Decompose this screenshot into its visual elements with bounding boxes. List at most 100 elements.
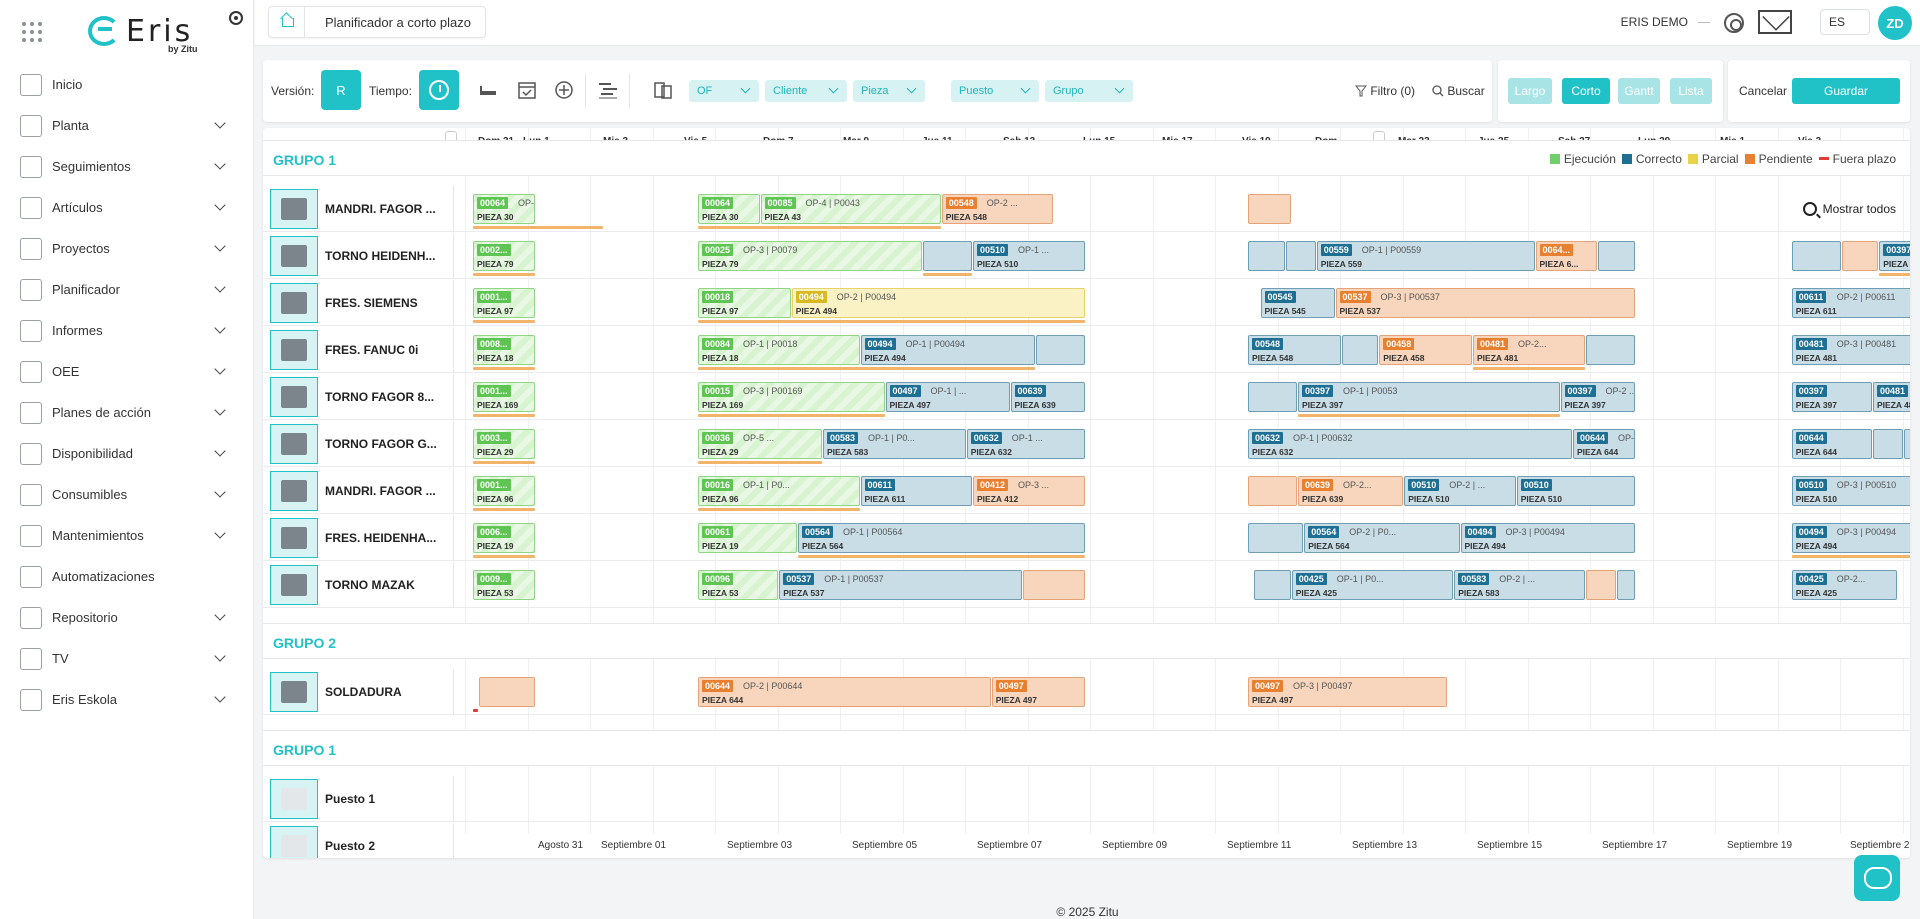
- task-bar[interactable]: 00497 OP-1 | ... PIEZA 497: [885, 382, 1010, 412]
- task-bar[interactable]: 00611 OP-2 | P00611 PIEZA 611: [1791, 288, 1910, 318]
- task-bar[interactable]: 00545 PIEZA 545: [1260, 288, 1335, 318]
- task-bar[interactable]: 00036 OP-5 ... PIEZA 29: [698, 429, 822, 459]
- filter-pieza[interactable]: Pieza: [853, 80, 925, 102]
- task-bar[interactable]: 00015 OP-3 | P00169 PIEZA 169: [698, 382, 885, 412]
- task-bar[interactable]: [1341, 335, 1379, 365]
- filter-grupo[interactable]: Grupo: [1045, 80, 1133, 102]
- task-bar[interactable]: 00412 OP-3 ... PIEZA 412: [973, 476, 1085, 506]
- sidebar-item-art-culos[interactable]: Artículos: [0, 187, 254, 228]
- view-lista-button[interactable]: Lista: [1670, 78, 1712, 104]
- mail-icon[interactable]: [1758, 10, 1792, 34]
- task-bar[interactable]: [1791, 241, 1841, 271]
- sidebar-item-mantenimientos[interactable]: Mantenimientos: [0, 515, 254, 556]
- chevron-down-icon[interactable]: [214, 404, 226, 416]
- sidebar-item-planificador[interactable]: Planificador: [0, 269, 254, 310]
- task-bar[interactable]: 00510 OP-2 | ... PIEZA 510: [1404, 476, 1516, 506]
- chevron-down-icon[interactable]: [214, 691, 226, 703]
- language-select[interactable]: ES: [1820, 9, 1870, 35]
- sidebar-item-planes-de-acci-n[interactable]: Planes de acción: [0, 392, 254, 433]
- chevron-down-icon[interactable]: [214, 650, 226, 662]
- filter-cliente[interactable]: Cliente: [765, 80, 847, 102]
- task-bar[interactable]: [1248, 194, 1291, 224]
- machine-name[interactable]: TORNO HEIDENH...: [325, 249, 436, 263]
- task-bar[interactable]: 00548 OP-2 ... PIEZA 548: [941, 194, 1054, 224]
- cancel-button[interactable]: Cancelar: [1739, 84, 1788, 98]
- add-circle-icon[interactable]: [554, 80, 574, 100]
- task-bar[interactable]: 00425 OP-2... PIEZA 425: [1791, 570, 1897, 600]
- sidebar-item-repositorio[interactable]: Repositorio: [0, 597, 254, 638]
- task-bar[interactable]: 00064 PIEZA 30: [698, 194, 760, 224]
- task-bar[interactable]: 00084 OP-1 | P0018 PIEZA 18: [698, 335, 860, 365]
- task-bar[interactable]: [1873, 429, 1904, 459]
- task-bar[interactable]: [1248, 241, 1285, 271]
- machine-name[interactable]: Puesto 1: [325, 792, 376, 806]
- task-bar[interactable]: [1285, 241, 1316, 271]
- task-bar[interactable]: 00564 OP-2 | P0... PIEZA 564: [1304, 523, 1460, 553]
- sidebar-item-disponibilidad[interactable]: Disponibilidad: [0, 433, 254, 474]
- task-bar[interactable]: [1254, 570, 1291, 600]
- task-bar[interactable]: 00494 OP-2 | P00494 PIEZA 494: [791, 288, 1085, 318]
- chevron-down-icon[interactable]: [214, 486, 226, 498]
- chevron-down-icon[interactable]: [214, 281, 226, 293]
- task-bar[interactable]: 0006... PIEZA 19: [473, 523, 535, 553]
- show-all-button[interactable]: Mostrar todos: [1802, 202, 1896, 216]
- task-bar[interactable]: 00537 OP-1 | P00537 PIEZA 537: [779, 570, 1022, 600]
- chevron-down-icon[interactable]: [214, 322, 226, 334]
- task-bar[interactable]: 00481 OP-2... PIEZA 481: [1473, 335, 1585, 365]
- chevron-down-icon[interactable]: [214, 445, 226, 457]
- view-largo-button[interactable]: Largo: [1508, 78, 1552, 104]
- apps-grid-icon[interactable]: [20, 20, 44, 44]
- task-bar[interactable]: 0001... PIEZA 169: [473, 382, 535, 412]
- task-bar[interactable]: 0008... PIEZA 18: [473, 335, 535, 365]
- group-header[interactable]: GRUPO 2: [263, 623, 1910, 659]
- sidebar-item-eris-eskola[interactable]: Eris Eskola: [0, 679, 254, 720]
- task-bar[interactable]: 00397 OP-1 | P0053 PIEZA 397: [1298, 382, 1560, 412]
- task-bar[interactable]: 00510 OP-1 ... PIEZA 510: [973, 241, 1085, 271]
- task-bar[interactable]: 00397 OP-2 ... PIEZA 397: [1560, 382, 1635, 412]
- chevron-down-icon[interactable]: [214, 609, 226, 621]
- task-bar[interactable]: [1248, 476, 1297, 506]
- filter-of[interactable]: OF: [689, 80, 759, 102]
- task-bar[interactable]: 00085 OP-4 | P0043 PIEZA 43: [760, 194, 941, 224]
- machine-name[interactable]: FRES. SIEMENS: [325, 296, 418, 310]
- task-bar[interactable]: 00632 OP-1 | P00632 PIEZA 632: [1248, 429, 1572, 459]
- task-bar[interactable]: 00611 PIEZA 611: [860, 476, 972, 506]
- home-icon[interactable]: [269, 7, 305, 37]
- machine-name[interactable]: MANDRI. FAGOR ...: [325, 484, 436, 498]
- task-bar[interactable]: 00061 PIEZA 19: [698, 523, 797, 553]
- machine-name[interactable]: TORNO MAZAK: [325, 578, 415, 592]
- chat-support-icon[interactable]: [1854, 855, 1900, 901]
- task-bar[interactable]: 0002... PIEZA 79: [473, 241, 535, 271]
- task-bar[interactable]: 00583 OP-2 | ... PIEZA 583: [1454, 570, 1585, 600]
- task-bar[interactable]: 00639 PIEZA 639: [1010, 382, 1085, 412]
- avatar[interactable]: ZD: [1878, 6, 1912, 40]
- compare-icon[interactable]: [653, 80, 673, 100]
- chevron-down-icon[interactable]: [214, 158, 226, 170]
- task-bar[interactable]: 0003... PIEZA 29: [473, 429, 535, 459]
- sidebar-item-proyectos[interactable]: Proyectos: [0, 228, 254, 269]
- save-button[interactable]: Guardar: [1792, 78, 1900, 104]
- task-bar[interactable]: 00564 OP-1 | P00564 PIEZA 564: [798, 523, 1085, 553]
- task-bar[interactable]: 00425 OP-1 | P0... PIEZA 425: [1291, 570, 1454, 600]
- filter-toggle[interactable]: Filtro (0): [1354, 84, 1415, 98]
- task-bar[interactable]: [1904, 429, 1910, 459]
- machine-name[interactable]: MANDRI. FAGOR ...: [325, 202, 436, 216]
- task-bar[interactable]: 00644 OP-2 | P00644 PIEZA 644: [698, 677, 991, 707]
- task-bar[interactable]: 0001... PIEZA 97: [473, 288, 535, 318]
- machine-name[interactable]: SOLDADURA: [325, 685, 402, 699]
- task-bar[interactable]: 00632 OP-1 ... PIEZA 632: [966, 429, 1085, 459]
- version-button[interactable]: R: [321, 70, 361, 110]
- machine-name[interactable]: TORNO FAGOR G...: [325, 437, 437, 451]
- time-button[interactable]: [419, 70, 459, 110]
- machine-name[interactable]: FRES. FANUC 0i: [325, 343, 419, 357]
- task-bar[interactable]: 0064... PIEZA 6...: [1535, 241, 1597, 271]
- chevron-down-icon[interactable]: [214, 117, 226, 129]
- task-bar[interactable]: [1598, 241, 1635, 271]
- task-bar[interactable]: 00639 OP-2... PIEZA 639: [1298, 476, 1404, 506]
- task-bar[interactable]: 00025 OP-3 | P0079 PIEZA 79: [698, 241, 922, 271]
- machine-name[interactable]: TORNO FAGOR 8...: [325, 390, 435, 404]
- machine-name[interactable]: FRES. HEIDENHA...: [325, 531, 437, 545]
- task-bar[interactable]: 00096 PIEZA 53: [698, 570, 779, 600]
